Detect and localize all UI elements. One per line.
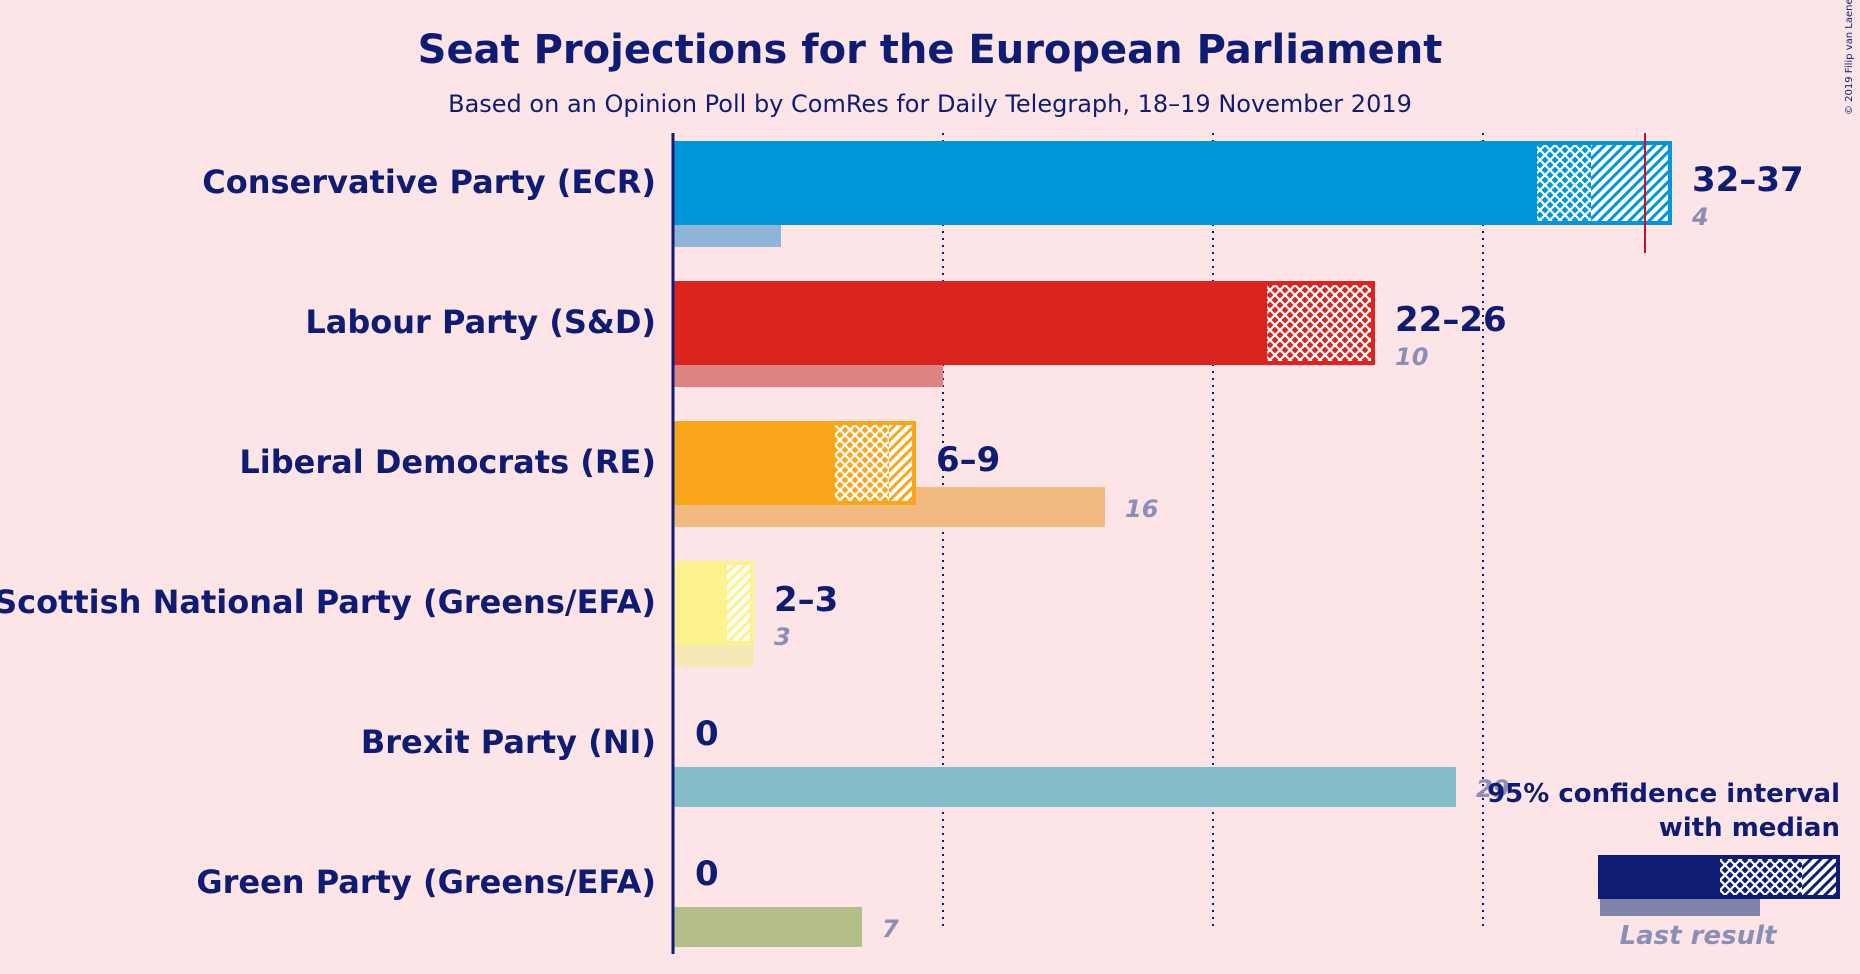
- bar-ci-lower: [1537, 141, 1591, 225]
- legend-outline: [1598, 855, 1840, 899]
- gridlines: [942, 133, 1484, 930]
- range-label: 2–3: [774, 580, 838, 620]
- bar-outline: [673, 421, 916, 505]
- chart-subtitle: Based on an Opinion Poll by ComRes for D…: [448, 90, 1412, 118]
- party-label: Labour Party (S&D): [305, 303, 656, 341]
- legend-line-1: 95% confidence interval: [1487, 779, 1840, 809]
- copyright-notice: © 2019 Filip van Laenen: [1844, 0, 1855, 115]
- bar-solid: [673, 561, 727, 645]
- range-label: 6–9: [936, 440, 1000, 480]
- last-result-label: 10: [1395, 343, 1428, 371]
- last-result-label: 7: [882, 915, 899, 943]
- legend-last-swatch: [1600, 898, 1760, 916]
- last-result-bar-tail: [673, 505, 1105, 527]
- legend-line-2: with median: [1659, 813, 1840, 843]
- legend-solid-swatch: [1598, 855, 1720, 899]
- party-label: Conservative Party (ECR): [202, 163, 656, 201]
- party-label: Liberal Democrats (RE): [239, 443, 656, 481]
- party-label: Scottish National Party (Greens/EFA): [0, 583, 656, 621]
- bar-solid: [673, 281, 1267, 365]
- last-result-bar-tail: [673, 225, 781, 247]
- last-result-label: 29: [1476, 775, 1509, 803]
- last-result-label: 4: [1691, 203, 1709, 231]
- party-label: Green Party (Greens/EFA): [196, 863, 656, 901]
- bar-ci-lower: [835, 421, 889, 505]
- range-label: 0: [695, 714, 719, 754]
- bar-outline: [673, 281, 1375, 365]
- last-result-bar: [673, 767, 1456, 807]
- last-result-bar: [673, 907, 862, 947]
- bar-solid: [673, 141, 1537, 225]
- party-label: Brexit Party (NI): [361, 723, 656, 761]
- legend-cross-swatch: [1720, 855, 1802, 899]
- chart-title: Seat Projections for the European Parlia…: [418, 27, 1443, 73]
- range-label: 0: [695, 854, 719, 894]
- last-result-bar-tail: [673, 645, 754, 667]
- bar-solid: [673, 421, 835, 505]
- bar-ci-lower: [1267, 281, 1375, 365]
- last-result-label: 3: [774, 623, 791, 651]
- bar-ci-upper: [1591, 141, 1672, 225]
- legend: 95% confidence interval with median Last r…: [1487, 779, 1840, 951]
- bar-ci-upper: [727, 561, 754, 645]
- bar-outline: [673, 141, 1672, 225]
- range-label: 22–26: [1395, 300, 1507, 340]
- last-result-label: 16: [1125, 495, 1158, 523]
- bar-ci-upper: [889, 421, 916, 505]
- range-label: 32–37: [1692, 160, 1804, 200]
- last-result-bar-tail: [673, 365, 943, 387]
- legend-hatch-swatch: [1802, 855, 1840, 899]
- legend-last-label: Last result: [1620, 921, 1778, 951]
- bar-outline: [673, 561, 754, 645]
